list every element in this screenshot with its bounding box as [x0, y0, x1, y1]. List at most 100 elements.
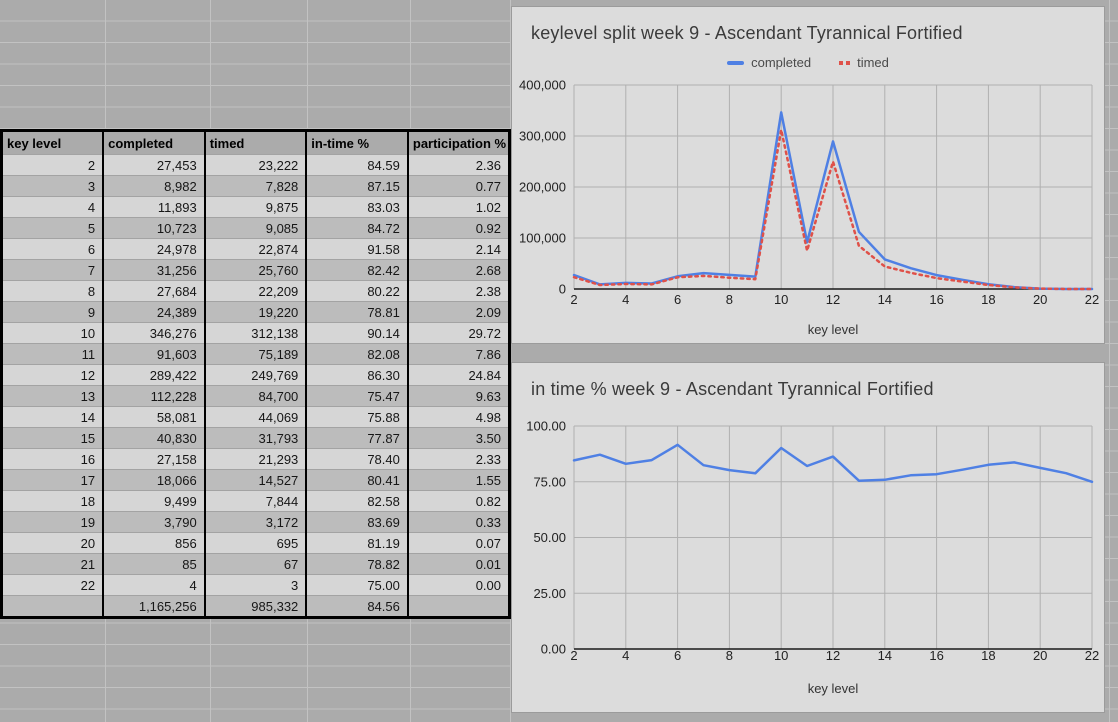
cell[interactable]: 18,066 [102, 469, 205, 491]
cell[interactable]: 19 [1, 511, 104, 533]
cell[interactable]: 0.07 [406, 532, 510, 554]
cell[interactable] [406, 595, 510, 618]
cell[interactable]: 10 [1, 322, 104, 344]
cell[interactable]: 2.38 [406, 280, 510, 302]
cell[interactable]: 90.14 [305, 322, 408, 344]
cell[interactable]: 2.09 [406, 301, 510, 323]
cell[interactable]: 4 [102, 574, 205, 596]
cell[interactable]: 31,793 [203, 427, 307, 449]
column-header[interactable]: participation % [406, 130, 510, 155]
cell[interactable]: 17 [1, 469, 104, 491]
cell[interactable]: 27,453 [102, 154, 205, 176]
cell[interactable]: 82.58 [305, 490, 408, 512]
cell[interactable]: 27,158 [102, 448, 205, 470]
cell[interactable]: 84.56 [305, 595, 408, 618]
cell[interactable]: 0.00 [406, 574, 510, 596]
column-header[interactable]: key level [1, 130, 104, 155]
cell[interactable] [1, 595, 104, 618]
cell[interactable]: 24,389 [102, 301, 205, 323]
cell[interactable]: 78.81 [305, 301, 408, 323]
cell[interactable]: 7,828 [203, 175, 307, 197]
cell[interactable]: 1.02 [406, 196, 510, 218]
cell[interactable]: 31,256 [102, 259, 205, 281]
cell[interactable]: 84.72 [305, 217, 408, 239]
cell[interactable]: 84.59 [305, 154, 408, 176]
cell[interactable]: 0.82 [406, 490, 510, 512]
cell[interactable]: 83.69 [305, 511, 408, 533]
cell[interactable]: 91,603 [102, 343, 205, 365]
cell[interactable]: 81.19 [305, 532, 408, 554]
cell[interactable]: 24.84 [406, 364, 510, 386]
cell[interactable]: 80.22 [305, 280, 408, 302]
cell[interactable]: 3 [203, 574, 307, 596]
cell[interactable]: 3,172 [203, 511, 307, 533]
cell[interactable]: 4 [1, 196, 104, 218]
cell[interactable]: 84,700 [203, 385, 307, 407]
cell[interactable]: 29.72 [406, 322, 510, 344]
cell[interactable]: 20 [1, 532, 104, 554]
cell[interactable]: 856 [102, 532, 205, 554]
cell[interactable]: 9,085 [203, 217, 307, 239]
cell[interactable]: 2.14 [406, 238, 510, 260]
cell[interactable]: 18 [1, 490, 104, 512]
cell[interactable]: 8,982 [102, 175, 205, 197]
cell[interactable]: 0.77 [406, 175, 510, 197]
cell[interactable]: 10,723 [102, 217, 205, 239]
cell[interactable]: 80.41 [305, 469, 408, 491]
cell[interactable]: 5 [1, 217, 104, 239]
cell[interactable]: 4.98 [406, 406, 510, 428]
cell[interactable]: 0.01 [406, 553, 510, 575]
cell[interactable]: 9.63 [406, 385, 510, 407]
cell[interactable]: 86.30 [305, 364, 408, 386]
column-header[interactable]: completed [102, 130, 205, 155]
cell[interactable]: 13 [1, 385, 104, 407]
cell[interactable]: 985,332 [203, 595, 307, 618]
cell[interactable]: 25,760 [203, 259, 307, 281]
cell[interactable]: 249,769 [203, 364, 307, 386]
cell[interactable]: 21,293 [203, 448, 307, 470]
cell[interactable]: 87.15 [305, 175, 408, 197]
cell[interactable]: 1.55 [406, 469, 510, 491]
cell[interactable]: 7,844 [203, 490, 307, 512]
cell[interactable]: 112,228 [102, 385, 205, 407]
cell[interactable]: 2 [1, 154, 104, 176]
cell[interactable]: 21 [1, 553, 104, 575]
cell[interactable]: 12 [1, 364, 104, 386]
cell[interactable]: 77.87 [305, 427, 408, 449]
cell[interactable]: 1,165,256 [102, 595, 205, 618]
cell[interactable]: 2.33 [406, 448, 510, 470]
cell[interactable]: 6 [1, 238, 104, 260]
cell[interactable]: 8 [1, 280, 104, 302]
cell[interactable]: 78.82 [305, 553, 408, 575]
cell[interactable]: 24,978 [102, 238, 205, 260]
cell[interactable]: 40,830 [102, 427, 205, 449]
cell[interactable]: 11,893 [102, 196, 205, 218]
column-header[interactable]: timed [203, 130, 307, 155]
cell[interactable]: 91.58 [305, 238, 408, 260]
cell[interactable]: 695 [203, 532, 307, 554]
cell[interactable]: 0.33 [406, 511, 510, 533]
cell[interactable]: 82.42 [305, 259, 408, 281]
cell[interactable]: 27,684 [102, 280, 205, 302]
cell[interactable]: 16 [1, 448, 104, 470]
cell[interactable]: 22,209 [203, 280, 307, 302]
cell[interactable]: 75,189 [203, 343, 307, 365]
cell[interactable]: 82.08 [305, 343, 408, 365]
cell[interactable]: 44,069 [203, 406, 307, 428]
chart-keylevel-split[interactable]: keylevel split week 9 - Ascendant Tyrann… [511, 6, 1105, 344]
cell[interactable]: 78.40 [305, 448, 408, 470]
cell[interactable]: 2.36 [406, 154, 510, 176]
cell[interactable]: 23,222 [203, 154, 307, 176]
cell[interactable]: 289,422 [102, 364, 205, 386]
cell[interactable]: 11 [1, 343, 104, 365]
cell[interactable]: 7.86 [406, 343, 510, 365]
cell[interactable]: 15 [1, 427, 104, 449]
cell[interactable]: 3,790 [102, 511, 205, 533]
cell[interactable]: 346,276 [102, 322, 205, 344]
cell[interactable]: 9,875 [203, 196, 307, 218]
cell[interactable]: 9,499 [102, 490, 205, 512]
cell[interactable]: 67 [203, 553, 307, 575]
column-header[interactable]: in-time % [305, 130, 408, 155]
cell[interactable]: 3.50 [406, 427, 510, 449]
cell[interactable]: 14 [1, 406, 104, 428]
